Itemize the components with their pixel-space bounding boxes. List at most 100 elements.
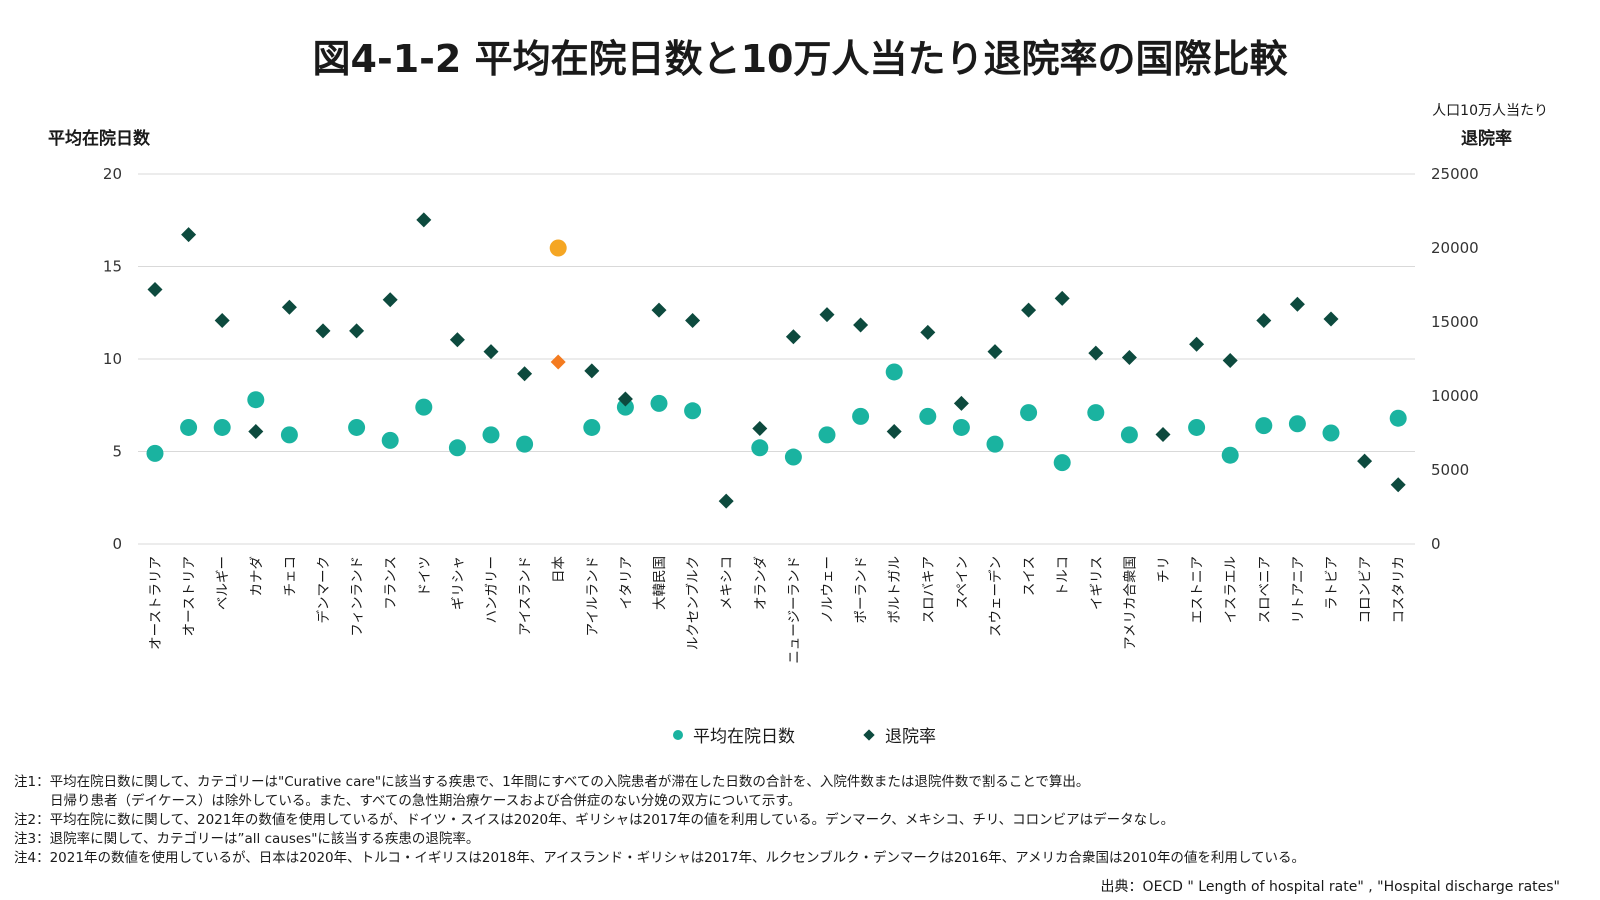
discharge-point [315,323,331,339]
discharge-point [1390,477,1406,493]
right-tick-label: 5000 [1431,461,1469,479]
discharge-point [1054,290,1070,306]
los-point [1255,417,1273,435]
legend-diamond-marker [863,728,875,741]
category-label: コロンビア [1358,556,1374,624]
los-point [852,407,870,425]
category-label: コスタリカ [1391,556,1407,624]
left-tick-label: 0 [112,535,122,553]
category-label: 日本 [551,556,567,584]
discharge-point [1357,453,1373,469]
category-label: ハンガリー [484,556,500,624]
legend-item-los: 平均在院日数 [673,722,795,747]
left-tick-label: 10 [103,350,122,368]
discharge-point [819,307,835,323]
category-label: ルクセンブルク [685,556,702,650]
los-point [751,439,769,457]
category-label: オーストリア [182,556,198,636]
los-point [986,435,1004,453]
discharge-point [382,292,398,308]
los-point [1053,454,1071,472]
discharge-point [281,299,297,315]
discharge-point [651,302,667,318]
category-label: スイス [1022,556,1038,596]
category-label: ニュージーランド [786,556,802,664]
right-tick-label: 10000 [1431,387,1479,405]
los-point [415,398,433,416]
discharge-point [214,313,230,329]
los-point [1288,415,1306,433]
discharge-point [1323,311,1339,327]
category-label: メキシコ [719,556,735,610]
category-label: ギリシャ [450,556,466,610]
note-1: 注1：平均在院日数に関して、カテゴリーは"Curative care"に該当する… [14,774,1090,790]
los-series [146,239,1407,472]
category-label: イギリス [1089,556,1105,610]
discharge-point [953,395,969,411]
category-label: ノルウェー [820,556,836,624]
los-point [180,418,198,436]
los-point [583,418,601,436]
los-point [784,448,802,466]
los-point [1087,404,1105,422]
los-point [1188,418,1206,436]
discharge-point [785,329,801,345]
notes-block: 注1：平均在院日数に関して、カテゴリーは"Curative care"に該当する… [14,773,1305,868]
category-label: イスラエル [1223,556,1239,623]
discharge-point [147,281,163,297]
right-tick-label: 15000 [1431,313,1479,331]
note-1-continued: 日帰り患者（デイケース）は除外している。また、すべての急性期治療ケースおよび合併… [50,793,802,809]
discharge-point [685,313,701,329]
category-label: ベルギー [215,556,231,610]
discharge-point [752,421,768,437]
left-tick-label: 15 [103,258,122,276]
discharge-point [1155,426,1171,442]
los-point [919,407,937,425]
discharge-point [449,332,465,348]
category-label: アイルランド [585,556,601,636]
right-axis-label-top: 人口10万人当たり [1432,103,1548,119]
category-label: カナダ [249,556,265,597]
category-label: オランダ [753,556,769,610]
category-label: 大韓民国 [652,556,668,610]
source-text: 出典：OECD " Length of hospital rate" , "Ho… [1100,879,1560,895]
left-axis-ticks: 0 5 10 15 20 [103,165,122,553]
right-axis-ticks: 0 5000 10000 15000 20000 25000 [1431,165,1479,553]
los-point [381,431,399,449]
discharge-point [1021,302,1037,318]
los-point [885,363,903,381]
los-point [549,239,567,257]
los-point [448,439,466,457]
discharge-point [886,424,902,440]
category-label: エストニア [1190,556,1206,624]
discharge-point [349,323,365,339]
los-point [348,418,366,436]
category-label: アイスランド [518,556,534,636]
right-axis-label: 退院率 [1461,129,1512,149]
left-tick-label: 5 [112,443,122,461]
los-point [247,391,265,409]
scatter-chart: 0 5 10 15 20 0 5000 10000 15000 20000 25000 オーストラ… [103,165,1479,664]
los-point [1221,446,1239,464]
category-label: スロバキア [921,556,937,624]
category-label: イタリア [618,556,634,609]
los-point [482,426,500,444]
category-label: リトアニア [1290,556,1306,623]
note-3: 注3：退院率に関して、カテゴリーは”all causes"に該当する疾患の退院率… [14,831,480,847]
category-label: トルコ [1055,556,1071,596]
category-label: フランス [383,556,399,610]
discharge-point [1289,296,1305,312]
discharge-point [1189,336,1205,352]
right-tick-label: 0 [1431,535,1441,553]
discharge-point [617,391,633,407]
category-label: デンマーク [315,556,332,624]
discharge-point [416,212,432,228]
los-point [1389,409,1407,427]
los-point [1322,424,1340,442]
category-label: チェコ [282,556,298,597]
grid-lines [138,173,1415,545]
category-label: チリ [1156,556,1172,583]
los-point [616,398,634,416]
discharge-point [987,344,1003,360]
discharge-point [584,363,600,379]
